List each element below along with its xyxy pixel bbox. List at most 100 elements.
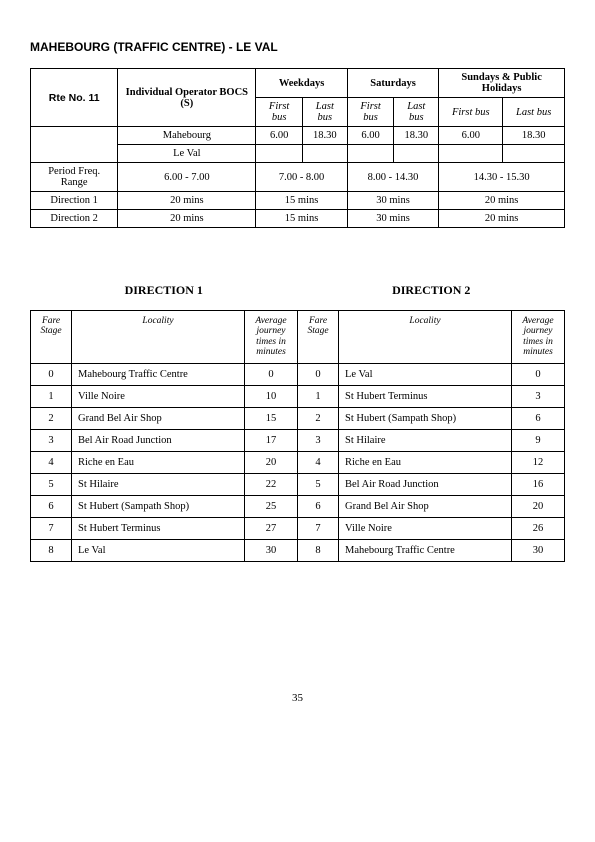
table-row: 5St Hilaire225Bel Air Road Junction16 <box>31 473 565 495</box>
fare-stage: 4 <box>298 451 339 473</box>
row-label: Direction 1 <box>31 192 118 210</box>
fare-stage: 8 <box>298 539 339 561</box>
fare-stage: 1 <box>298 385 339 407</box>
last-bus: Last bus <box>503 98 565 127</box>
cell: 18.30 <box>503 127 565 145</box>
hdr-avg: Average journey times in minutes <box>512 311 565 364</box>
avg-time: 15 <box>245 407 298 429</box>
fare-stage: 3 <box>298 429 339 451</box>
table-row: 6St Hubert (Sampath Shop)256Grand Bel Ai… <box>31 495 565 517</box>
avg-time: 6 <box>512 407 565 429</box>
first-bus: First bus <box>256 98 303 127</box>
avg-time: 17 <box>245 429 298 451</box>
avg-time: 20 <box>245 451 298 473</box>
avg-time: 0 <box>245 363 298 385</box>
locality: St Hubert (Sampath Shop) <box>72 495 245 517</box>
fare-stage: 7 <box>298 517 339 539</box>
stages-table: Fare Stage Locality Average journey time… <box>30 310 565 562</box>
avg-time: 30 <box>245 539 298 561</box>
cell: 6.00 - 7.00 <box>118 163 256 192</box>
table-row: 4Riche en Eau204Riche en Eau12 <box>31 451 565 473</box>
first-bus: First bus <box>439 98 503 127</box>
locality: St Hilaire <box>339 429 512 451</box>
locality: Bel Air Road Junction <box>339 473 512 495</box>
avg-time: 20 <box>512 495 565 517</box>
avg-time: 12 <box>512 451 565 473</box>
direction-2-title: DIRECTION 2 <box>298 283 566 298</box>
direction-titles: DIRECTION 1 DIRECTION 2 <box>30 283 565 298</box>
avg-time: 22 <box>245 473 298 495</box>
operator: Individual Operator BOCS (S) <box>118 69 256 127</box>
table-row: 7St Hubert Terminus277Ville Noire26 <box>31 517 565 539</box>
table-row: 0Mahebourg Traffic Centre00Le Val0 <box>31 363 565 385</box>
terminal-mahebourg: Mahebourg <box>118 127 256 145</box>
cell: 20 mins <box>118 192 256 210</box>
table-row: 8Le Val308Mahebourg Traffic Centre30 <box>31 539 565 561</box>
fare-stage: 0 <box>31 363 72 385</box>
avg-time: 0 <box>512 363 565 385</box>
fare-stage: 2 <box>298 407 339 429</box>
avg-time: 25 <box>245 495 298 517</box>
avg-time: 3 <box>512 385 565 407</box>
cell: 20 mins <box>118 210 256 228</box>
cell: 20 mins <box>439 210 565 228</box>
avg-time: 10 <box>245 385 298 407</box>
fare-stage: 3 <box>31 429 72 451</box>
cell: 7.00 - 8.00 <box>256 163 347 192</box>
fare-stage: 5 <box>31 473 72 495</box>
row-label: Period Freq. Range <box>31 163 118 192</box>
fare-stage: 4 <box>31 451 72 473</box>
locality: Bel Air Road Junction <box>72 429 245 451</box>
cell: 18.30 <box>394 127 439 145</box>
cell: 14.30 - 15.30 <box>439 163 565 192</box>
cell: 15 mins <box>256 210 347 228</box>
cell: 6.00 <box>439 127 503 145</box>
cell: 15 mins <box>256 192 347 210</box>
locality: Ville Noire <box>339 517 512 539</box>
locality: St Hilaire <box>72 473 245 495</box>
table-row: 2Grand Bel Air Shop152St Hubert (Sampath… <box>31 407 565 429</box>
hdr-fare-stage: Fare Stage <box>31 311 72 364</box>
avg-time: 26 <box>512 517 565 539</box>
first-bus: First bus <box>347 98 394 127</box>
cell: 30 mins <box>347 192 438 210</box>
last-bus: Last bus <box>394 98 439 127</box>
locality: Riche en Eau <box>339 451 512 473</box>
avg-time: 16 <box>512 473 565 495</box>
fare-stage: 2 <box>31 407 72 429</box>
cell: 8.00 - 14.30 <box>347 163 438 192</box>
locality: Ville Noire <box>72 385 245 407</box>
fare-stage: 7 <box>31 517 72 539</box>
locality: Grand Bel Air Shop <box>339 495 512 517</box>
table-row: 3Bel Air Road Junction173St Hilaire9 <box>31 429 565 451</box>
locality: St Hubert (Sampath Shop) <box>339 407 512 429</box>
locality: St Hubert Terminus <box>72 517 245 539</box>
fare-stage: 6 <box>31 495 72 517</box>
terminal-leval: Le Val <box>118 145 256 163</box>
col-sundays: Sundays & Public Holidays <box>439 69 565 98</box>
fare-stage: 8 <box>31 539 72 561</box>
cell: 18.30 <box>302 127 347 145</box>
page-title: MAHEBOURG (TRAFFIC CENTRE) - LE VAL <box>30 40 565 54</box>
fare-stage: 1 <box>31 385 72 407</box>
locality: Le Val <box>72 539 245 561</box>
fare-stage: 5 <box>298 473 339 495</box>
row-label: Direction 2 <box>31 210 118 228</box>
schedule-table: Rte No. 11 Individual Operator BOCS (S) … <box>30 68 565 228</box>
route-no: Rte No. 11 <box>31 69 118 127</box>
hdr-fare-stage: Fare Stage <box>298 311 339 364</box>
cell: 6.00 <box>347 127 394 145</box>
col-saturdays: Saturdays <box>347 69 438 98</box>
locality: Le Val <box>339 363 512 385</box>
page-number: 35 <box>30 692 565 704</box>
locality: Grand Bel Air Shop <box>72 407 245 429</box>
last-bus: Last bus <box>302 98 347 127</box>
hdr-locality: Locality <box>339 311 512 364</box>
fare-stage: 0 <box>298 363 339 385</box>
locality: Riche en Eau <box>72 451 245 473</box>
col-weekdays: Weekdays <box>256 69 347 98</box>
locality: St Hubert Terminus <box>339 385 512 407</box>
locality: Mahebourg Traffic Centre <box>72 363 245 385</box>
cell <box>256 145 303 163</box>
fare-stage: 6 <box>298 495 339 517</box>
